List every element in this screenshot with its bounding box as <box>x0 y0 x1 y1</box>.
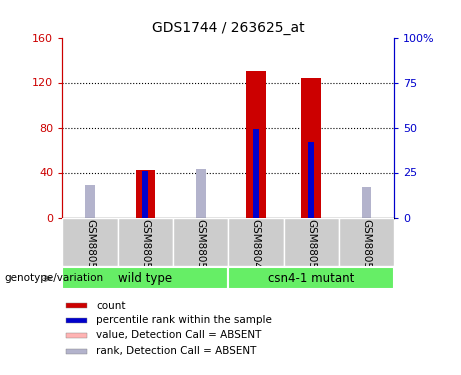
Text: GSM88057: GSM88057 <box>195 219 206 276</box>
Bar <box>361 187 372 218</box>
Text: wild type: wild type <box>118 272 172 285</box>
Text: GSM88056: GSM88056 <box>140 219 150 276</box>
Bar <box>228 217 284 266</box>
Bar <box>246 71 266 217</box>
Bar <box>118 217 173 266</box>
Bar <box>66 318 87 323</box>
Bar <box>136 170 155 217</box>
Bar <box>62 217 118 266</box>
Bar <box>301 78 321 218</box>
Bar <box>195 169 206 217</box>
Bar <box>85 185 95 218</box>
Text: GSM88055: GSM88055 <box>85 219 95 276</box>
Bar <box>173 217 228 266</box>
Bar <box>361 201 372 217</box>
Text: GSM88049: GSM88049 <box>251 219 261 276</box>
Text: GSM88051: GSM88051 <box>361 219 372 276</box>
Bar <box>253 129 259 218</box>
Text: percentile rank within the sample: percentile rank within the sample <box>96 315 272 326</box>
Bar <box>85 204 95 218</box>
Bar <box>339 217 394 266</box>
Bar <box>228 267 394 290</box>
Bar <box>195 195 206 217</box>
Bar <box>66 303 87 308</box>
Text: csn4-1 mutant: csn4-1 mutant <box>268 272 355 285</box>
Text: value, Detection Call = ABSENT: value, Detection Call = ABSENT <box>96 330 262 340</box>
Title: GDS1744 / 263625_at: GDS1744 / 263625_at <box>152 21 305 35</box>
Bar <box>62 267 228 290</box>
Bar <box>66 349 87 354</box>
Text: GSM88050: GSM88050 <box>306 219 316 276</box>
Text: rank, Detection Call = ABSENT: rank, Detection Call = ABSENT <box>96 346 257 357</box>
Bar <box>308 142 314 218</box>
Bar <box>66 333 87 338</box>
Text: genotype/variation: genotype/variation <box>5 273 104 284</box>
Bar <box>284 217 339 266</box>
Text: count: count <box>96 301 126 310</box>
Bar <box>142 171 148 217</box>
